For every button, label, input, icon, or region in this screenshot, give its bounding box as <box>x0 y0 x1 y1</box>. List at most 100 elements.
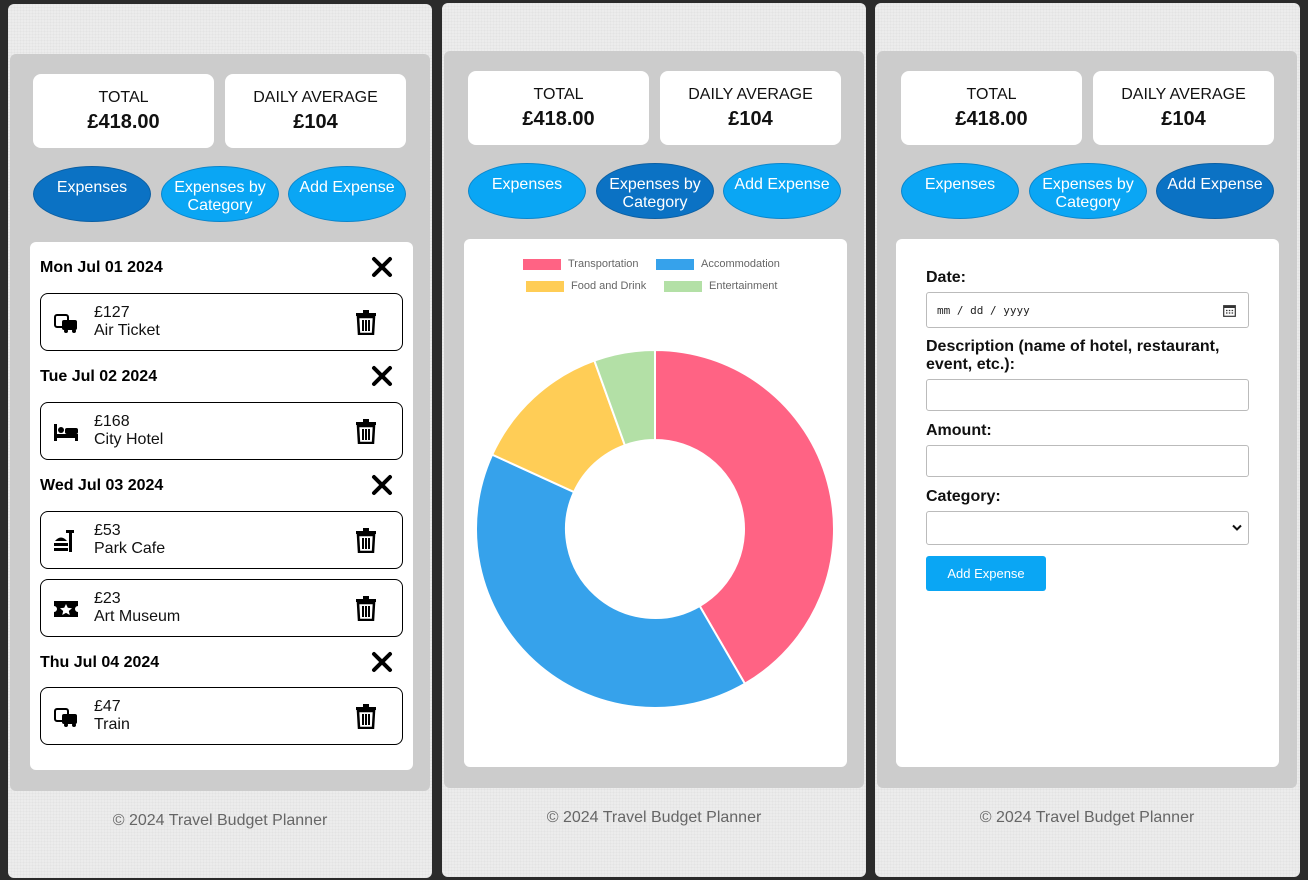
list-item: £168 City Hotel <box>40 402 403 460</box>
daily-average-value: £104 <box>293 111 338 133</box>
legend-label: Food and Drink <box>571 280 647 292</box>
food-icon <box>54 530 74 552</box>
expense-name: Air Ticket <box>94 322 160 339</box>
tab-add-expense[interactable]: Add Expense <box>288 166 406 222</box>
tab-expenses[interactable]: Expenses <box>901 163 1019 219</box>
add-expense-form: Date: mm / dd / yyyy Description (name o… <box>896 239 1279 767</box>
total-card: TOTAL £418.00 <box>33 74 214 148</box>
legend-item[interactable]: Entertainment <box>664 280 777 292</box>
expense-name: Art Museum <box>94 608 181 625</box>
transport-icon <box>54 708 77 727</box>
trash-icon[interactable] <box>355 596 377 621</box>
expense-name: City Hotel <box>94 431 164 448</box>
tab-expenses-by-category[interactable]: Expenses by Category <box>161 166 279 222</box>
amount-label: Amount: <box>926 422 992 439</box>
legend-swatch <box>523 258 561 270</box>
daily-average-label: DAILY AVERAGE <box>1121 86 1246 103</box>
daily-average-card: DAILY AVERAGE £104 <box>225 74 406 148</box>
ticket-icon <box>54 601 78 617</box>
date-label: Date: <box>926 269 967 286</box>
expense-name: Train <box>94 716 130 733</box>
day-heading: Tue Jul 02 2024 <box>40 368 158 385</box>
date-input[interactable]: mm / dd / yyyy <box>926 292 1249 328</box>
bed-icon <box>54 424 78 441</box>
legend-swatch <box>526 280 564 292</box>
tab-expenses[interactable]: Expenses <box>468 163 586 219</box>
app-container: TOTAL £418.00 DAILY AVERAGE £104 Expense… <box>10 54 430 791</box>
footer: © 2024 Travel Budget Planner <box>546 809 762 826</box>
chevron-down-icon <box>1232 524 1242 531</box>
total-label: TOTAL <box>98 89 149 106</box>
tab-add-expense[interactable]: Add Expense <box>1156 163 1274 219</box>
tab-expenses-by-category[interactable]: Expenses by Category <box>596 163 714 219</box>
panel-by-category: TOTAL £418.00 DAILY AVERAGE £104 Expense… <box>442 3 866 877</box>
daily-average-value: £104 <box>1161 108 1206 130</box>
donut-slice-transportation[interactable] <box>654 348 835 686</box>
app-container: TOTAL £418.00 DAILY AVERAGE £104 Expense… <box>444 51 864 788</box>
footer: © 2024 Travel Budget Planner <box>112 812 328 829</box>
expense-name: Park Cafe <box>94 540 166 557</box>
add-expense-button[interactable]: Add Expense <box>926 556 1046 591</box>
expense-amount: £168 <box>94 413 130 430</box>
total-value: £418.00 <box>87 111 160 133</box>
day-heading: Thu Jul 04 2024 <box>40 654 160 671</box>
trash-icon[interactable] <box>355 310 377 335</box>
footer: © 2024 Travel Budget Planner <box>979 809 1195 826</box>
legend-item[interactable]: Accommodation <box>656 258 780 270</box>
legend-label: Entertainment <box>709 280 778 292</box>
day-heading: Wed Jul 03 2024 <box>40 477 164 494</box>
category-select[interactable] <box>926 511 1249 545</box>
close-icon[interactable] <box>371 474 393 496</box>
total-card: TOTAL £418.00 <box>468 71 649 145</box>
day-heading: Mon Jul 01 2024 <box>40 259 163 276</box>
daily-average-card: DAILY AVERAGE £104 <box>660 71 841 145</box>
close-icon[interactable] <box>371 365 393 387</box>
list-item: £47 Train <box>40 687 403 745</box>
total-label: TOTAL <box>533 86 584 103</box>
legend-item[interactable]: Food and Drink <box>526 280 646 292</box>
description-label: Description (name of hotel, restaurant, … <box>926 338 1220 373</box>
expense-amount: £23 <box>94 590 121 607</box>
total-card: TOTAL £418.00 <box>901 71 1082 145</box>
description-input[interactable] <box>926 379 1249 411</box>
date-placeholder: mm / dd / yyyy <box>937 304 1030 317</box>
legend-label: Transportation <box>568 258 639 270</box>
list-item: £53 Park Cafe <box>40 511 403 569</box>
daily-average-label: DAILY AVERAGE <box>688 86 813 103</box>
expense-amount: £127 <box>94 304 130 321</box>
expense-list: Mon Jul 01 2024 £127 Air Ticket Tue Jul … <box>30 242 413 770</box>
legend-swatch <box>664 280 702 292</box>
donut-slice-entertainment[interactable] <box>593 348 656 447</box>
tab-add-expense[interactable]: Add Expense <box>723 163 841 219</box>
trash-icon[interactable] <box>355 528 377 553</box>
category-label: Category: <box>926 488 1001 505</box>
legend-label: Accommodation <box>701 258 780 270</box>
expense-amount: £53 <box>94 522 121 539</box>
tab-expenses-by-category[interactable]: Expenses by Category <box>1029 163 1147 219</box>
tab-expenses[interactable]: Expenses <box>33 166 151 222</box>
daily-average-value: £104 <box>728 108 773 130</box>
legend-item[interactable]: Transportation <box>523 258 639 270</box>
transport-icon <box>54 314 77 333</box>
legend-swatch <box>656 258 694 270</box>
close-icon[interactable] <box>371 651 393 673</box>
trash-icon[interactable] <box>355 419 377 444</box>
donut-chart <box>475 348 835 709</box>
total-value: £418.00 <box>955 108 1028 130</box>
total-label: TOTAL <box>966 86 1017 103</box>
list-item: £127 Air Ticket <box>40 293 403 351</box>
trash-icon[interactable] <box>355 704 377 729</box>
amount-input[interactable] <box>926 445 1249 477</box>
close-icon[interactable] <box>371 256 393 278</box>
list-item: £23 Art Museum <box>40 579 403 637</box>
panel-expenses: TOTAL £418.00 DAILY AVERAGE £104 Expense… <box>8 4 432 878</box>
app-container: TOTAL £418.00 DAILY AVERAGE £104 Expense… <box>877 51 1297 788</box>
donut-slice-accommodation[interactable] <box>475 453 747 709</box>
panel-add-expense: TOTAL £418.00 DAILY AVERAGE £104 Expense… <box>875 3 1300 877</box>
total-value: £418.00 <box>522 108 595 130</box>
calendar-icon[interactable] <box>1223 304 1236 317</box>
daily-average-label: DAILY AVERAGE <box>253 89 378 106</box>
chart-card: Transportation Accommodation Food and Dr… <box>464 239 847 767</box>
expense-amount: £47 <box>94 698 121 715</box>
daily-average-card: DAILY AVERAGE £104 <box>1093 71 1274 145</box>
